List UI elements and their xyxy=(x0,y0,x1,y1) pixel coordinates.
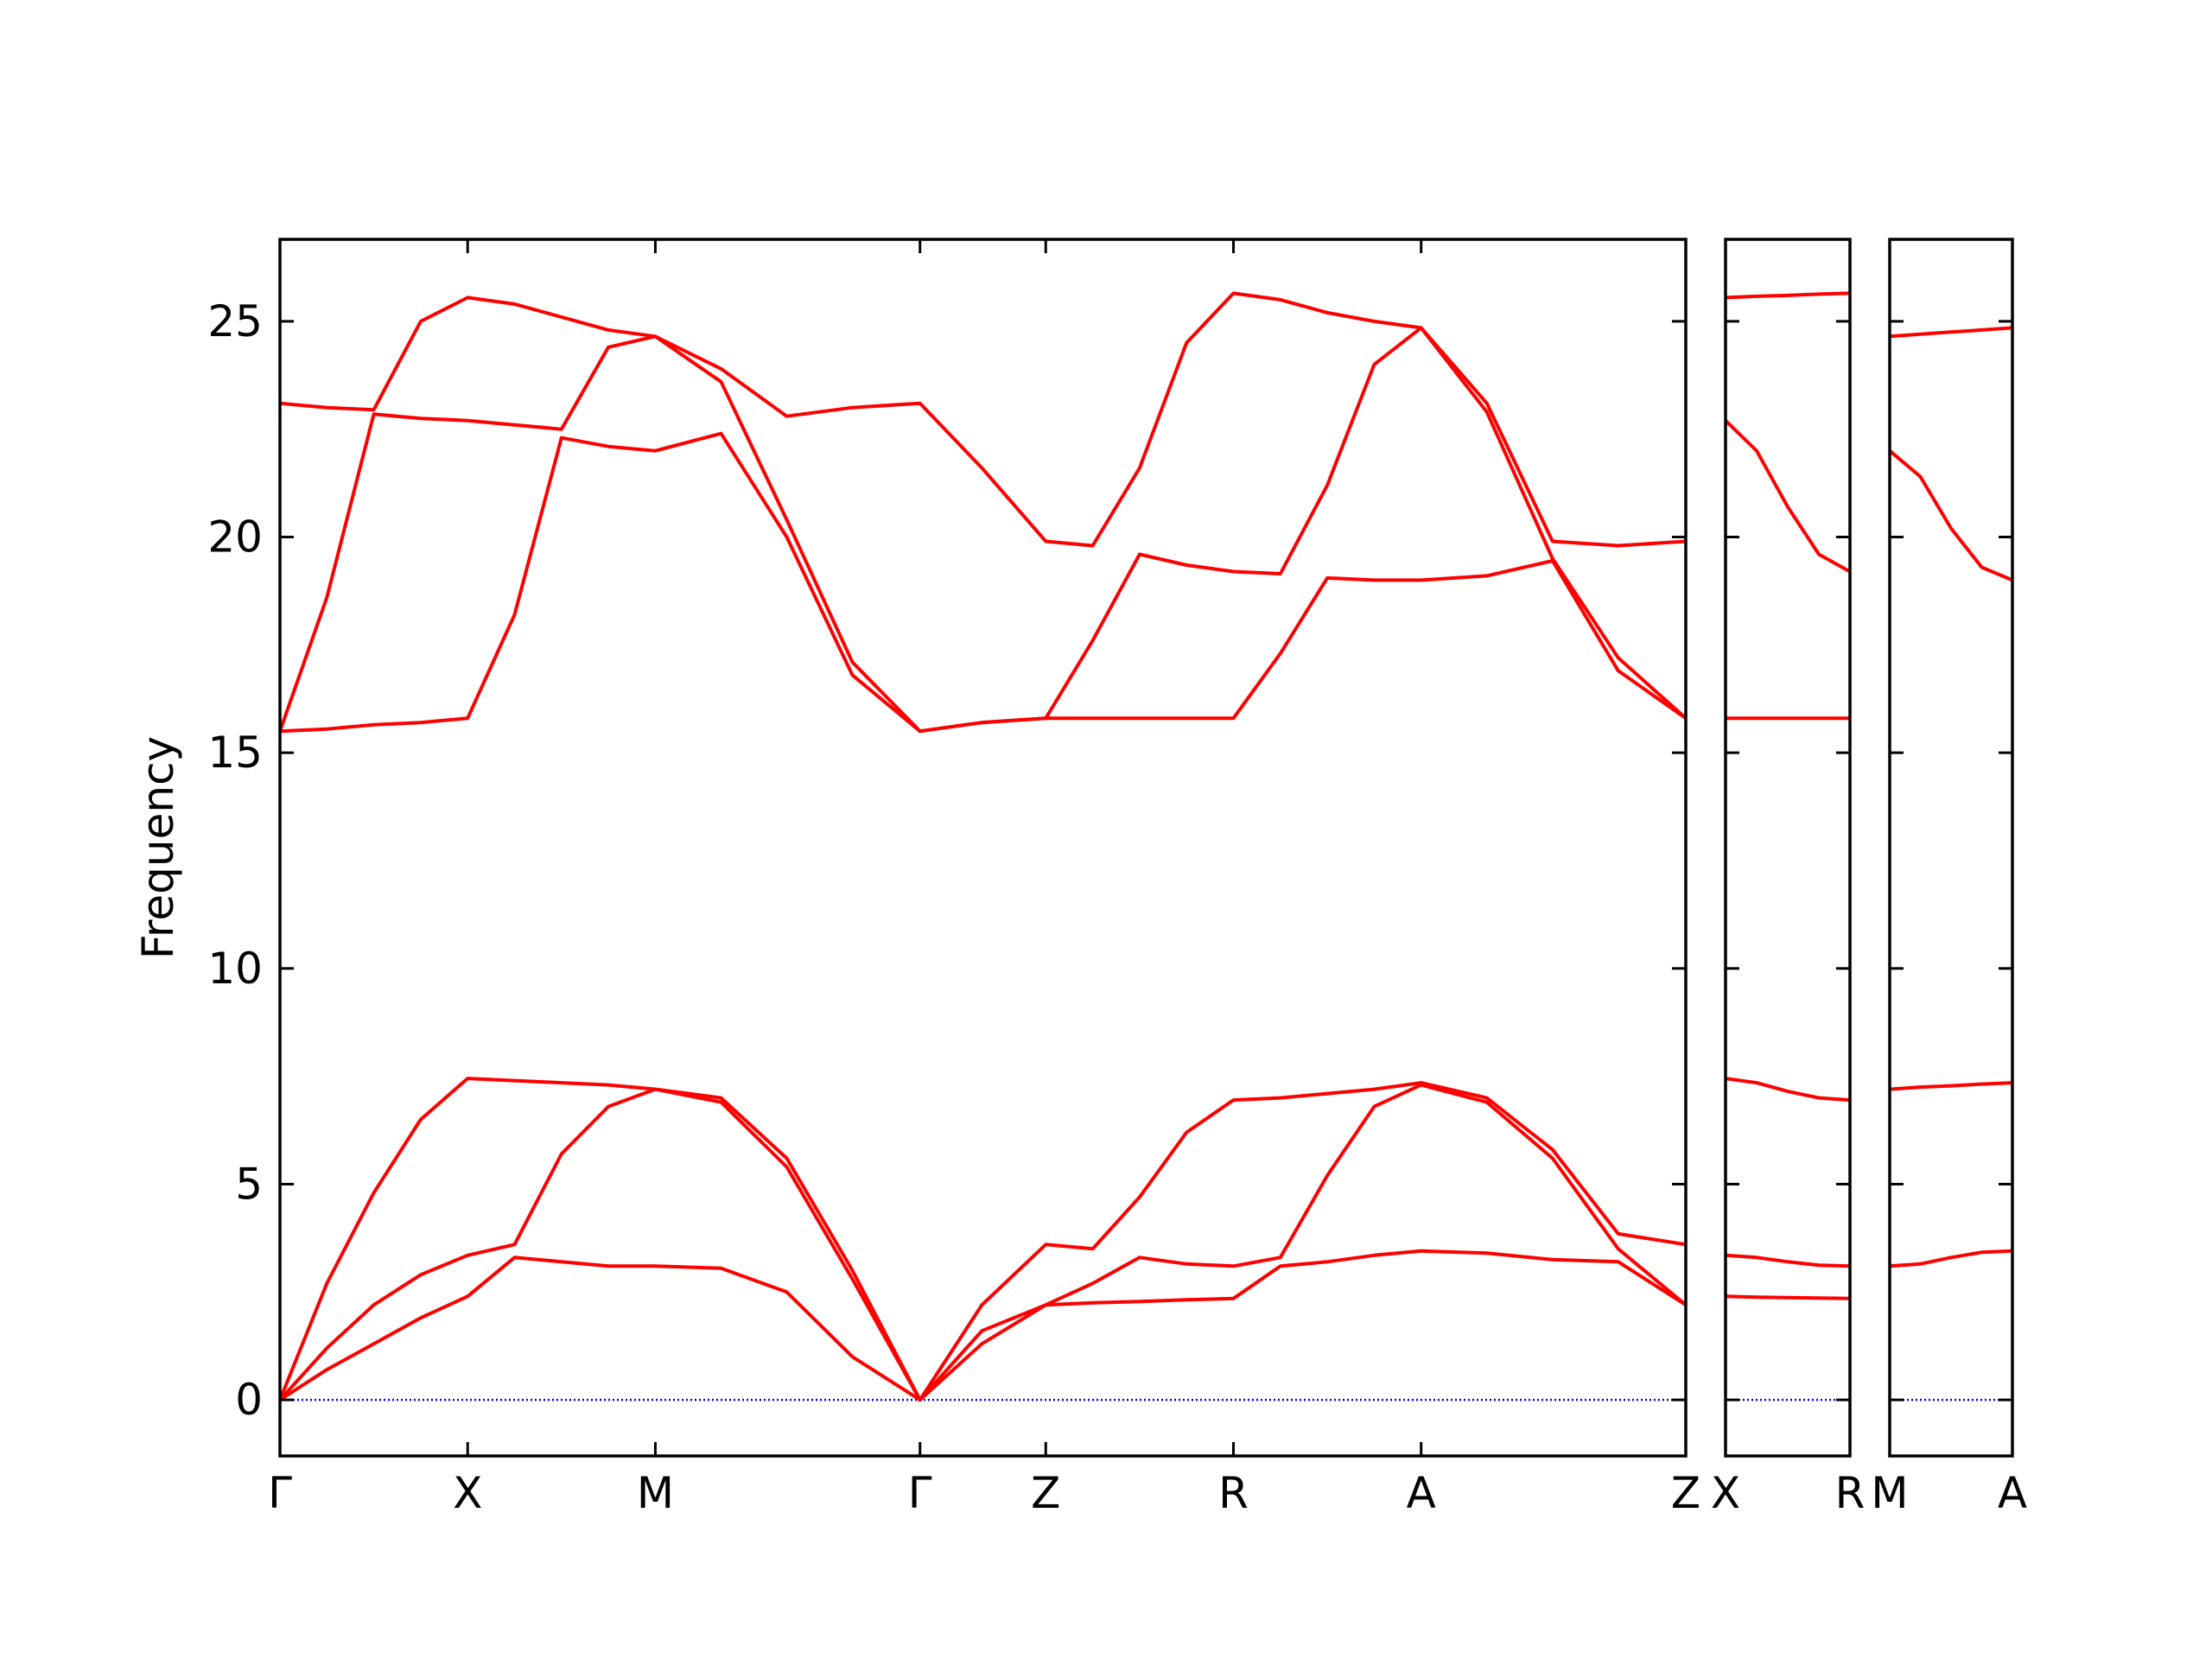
band-line xyxy=(1890,1081,2012,1091)
band-line xyxy=(1726,419,1850,574)
band-line xyxy=(280,326,1686,734)
y-axis-label: Frequency xyxy=(133,736,183,959)
band-line xyxy=(280,1249,1686,1402)
x-tick-label: R xyxy=(1218,1468,1249,1518)
plot-area xyxy=(1890,326,2012,1402)
x-tick-label: Γ xyxy=(908,1468,932,1518)
plot-frame xyxy=(278,238,1688,1458)
plot-frame xyxy=(1724,238,1852,1458)
x-tick-label: Z xyxy=(1671,1468,1700,1518)
band-line xyxy=(280,1077,1686,1402)
x-tick-label: A xyxy=(1998,1468,2027,1518)
band-line xyxy=(1726,1077,1850,1103)
band-line xyxy=(1890,326,2012,339)
band-line xyxy=(280,291,1686,548)
y-tick-label: 0 xyxy=(235,1375,263,1425)
band-line xyxy=(1726,1294,1850,1300)
band-line xyxy=(1726,1253,1850,1268)
x-tick-label: X xyxy=(1711,1468,1740,1518)
band-line xyxy=(1890,449,2012,582)
panel: 0 5 10 15 20 25 Γ X M Γ Z R A Z Frequency xyxy=(133,238,1700,1518)
x-tick-label: Γ xyxy=(268,1468,292,1518)
band-line xyxy=(1890,1249,2012,1268)
y-tick-label: 20 xyxy=(207,512,263,563)
band-line xyxy=(280,1083,1686,1402)
x-tick-label: X xyxy=(453,1468,482,1518)
y-tick-label: 5 xyxy=(235,1159,263,1209)
x-tick-label: A xyxy=(1407,1468,1436,1518)
x-tick-label: M xyxy=(637,1468,674,1518)
y-tick-label: 15 xyxy=(207,728,263,778)
band-line xyxy=(1726,291,1850,300)
x-tick-label: R xyxy=(1835,1468,1866,1518)
band-line xyxy=(280,431,1686,734)
plot-frame xyxy=(1888,238,2014,1458)
y-tick-label: 25 xyxy=(207,296,263,346)
x-tick-label: M xyxy=(1871,1468,1908,1518)
x-tick-label: Z xyxy=(1031,1468,1060,1518)
plot-area xyxy=(1726,291,1850,1402)
y-tick-label: 10 xyxy=(207,944,263,994)
plot-area xyxy=(280,291,1686,1402)
